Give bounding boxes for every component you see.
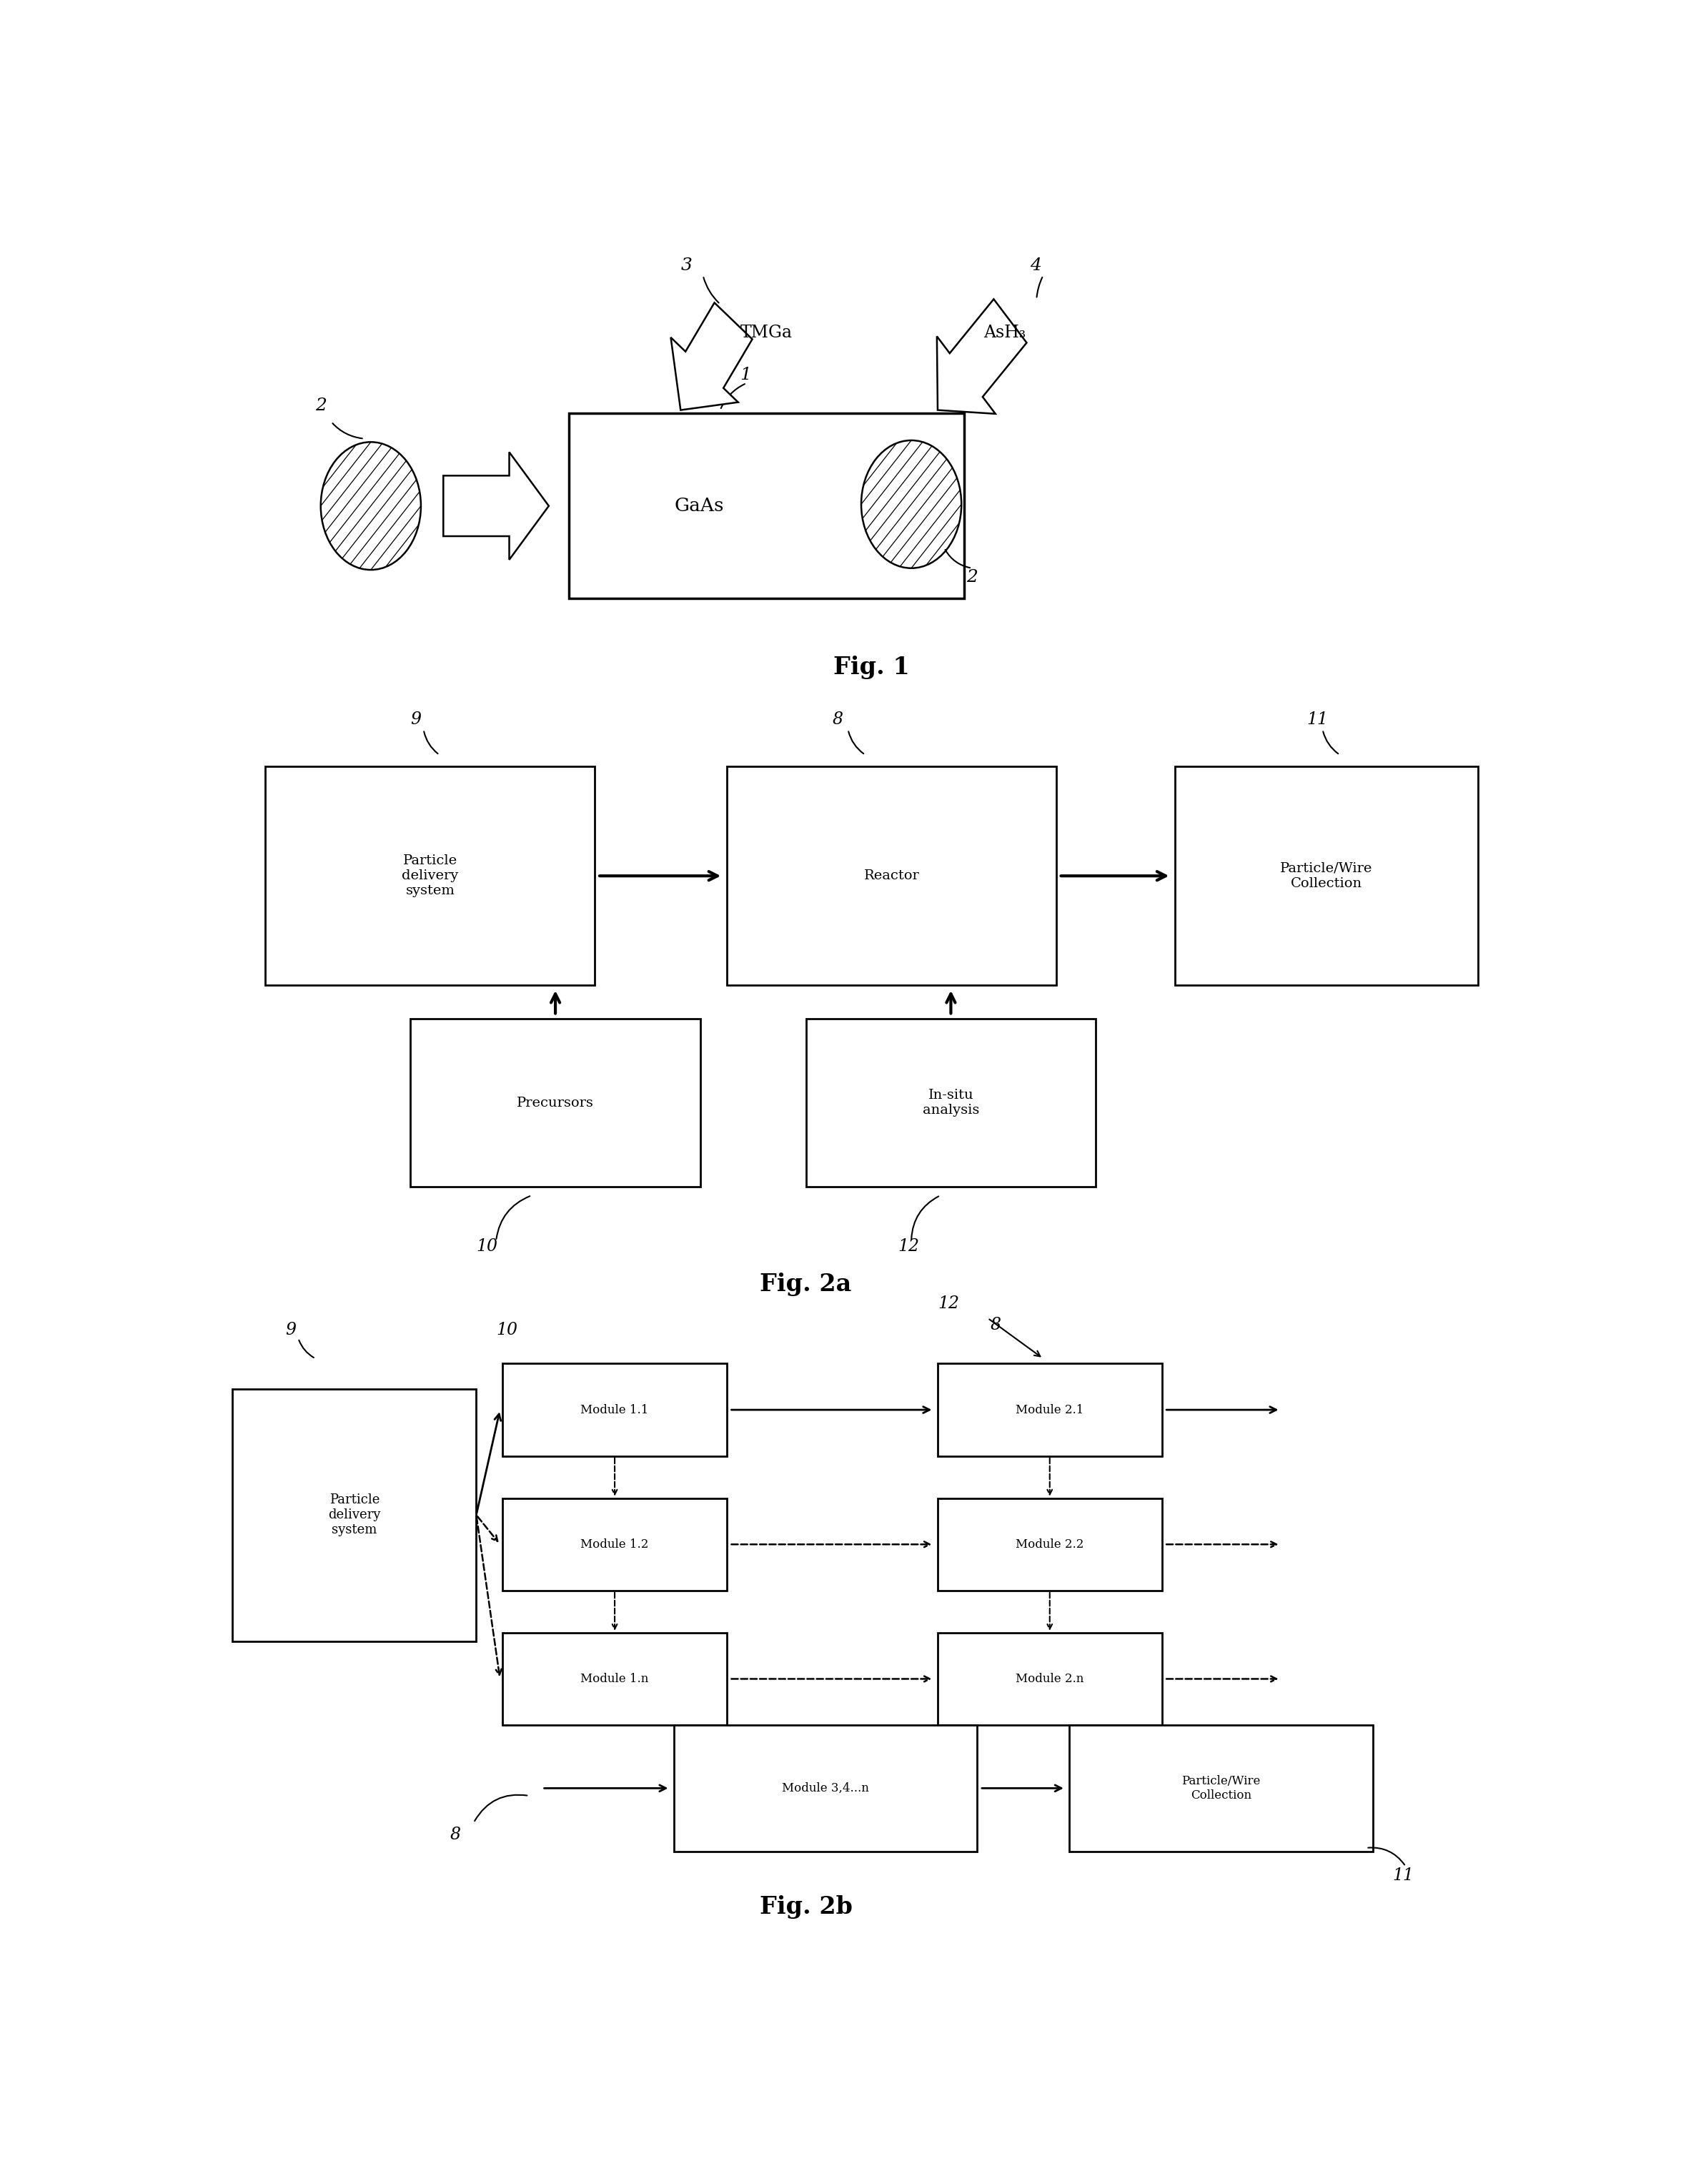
Bar (410, 1018, 701, 1186)
Text: 12: 12 (937, 1295, 959, 1313)
Text: 3: 3 (680, 258, 692, 273)
Text: Particle/Wire
Collection: Particle/Wire Collection (1281, 863, 1373, 889)
Text: 8: 8 (832, 712, 844, 727)
Text: Reactor: Reactor (864, 869, 919, 882)
Text: 9: 9 (286, 1321, 296, 1339)
Text: Module 2.1: Module 2.1 (1015, 1404, 1084, 1415)
Text: 8: 8 (449, 1826, 461, 1843)
Text: 10: 10 (497, 1321, 517, 1339)
Text: 10: 10 (476, 1238, 498, 1254)
Bar (265, 767, 595, 985)
Bar (937, 1498, 1162, 1590)
Bar (726, 767, 1056, 985)
Text: Fig. 2b: Fig. 2b (759, 1896, 852, 1918)
Text: TMGa: TMGa (740, 325, 793, 341)
Bar (568, 413, 964, 598)
Text: 11: 11 (1393, 1867, 1414, 1883)
Text: Fig. 1: Fig. 1 (833, 655, 910, 679)
Bar (937, 1634, 1162, 1725)
Text: 9: 9 (410, 712, 422, 727)
Text: Module 1.2: Module 1.2 (580, 1538, 648, 1551)
Text: Particle
delivery
system: Particle delivery system (328, 1494, 381, 1535)
Polygon shape (444, 452, 549, 559)
Text: Particle/Wire
Collection: Particle/Wire Collection (1182, 1776, 1260, 1802)
Bar (937, 1363, 1162, 1457)
Bar (503, 1363, 726, 1457)
Text: Module 2.n: Module 2.n (1015, 1673, 1084, 1686)
Text: 2: 2 (315, 397, 327, 413)
Text: Module 2.2: Module 2.2 (1015, 1538, 1084, 1551)
Bar (1070, 1725, 1373, 1852)
Text: AsH₃: AsH₃ (983, 325, 1026, 341)
Text: 2: 2 (966, 568, 978, 585)
Bar (806, 1018, 1095, 1186)
Text: Module 1.1: Module 1.1 (580, 1404, 648, 1415)
Bar (1175, 767, 1478, 985)
Text: Fig. 2a: Fig. 2a (760, 1273, 852, 1297)
Polygon shape (937, 299, 1027, 413)
Bar (674, 1725, 976, 1852)
Bar (503, 1498, 726, 1590)
Text: 11: 11 (1306, 712, 1328, 727)
Text: Module 3,4...n: Module 3,4...n (782, 1782, 869, 1795)
Text: 1: 1 (740, 367, 752, 384)
Text: 12: 12 (898, 1238, 920, 1254)
Text: Precursors: Precursors (517, 1096, 594, 1109)
Bar (503, 1634, 726, 1725)
Text: Module 1.n: Module 1.n (580, 1673, 648, 1686)
Text: 8: 8 (990, 1317, 1002, 1334)
Text: GaAs: GaAs (674, 496, 723, 515)
Polygon shape (670, 304, 752, 411)
Text: 4: 4 (1031, 258, 1041, 273)
Bar (233, 1389, 476, 1640)
Text: Particle
delivery
system: Particle delivery system (401, 854, 459, 898)
Text: In-situ
analysis: In-situ analysis (922, 1090, 980, 1116)
